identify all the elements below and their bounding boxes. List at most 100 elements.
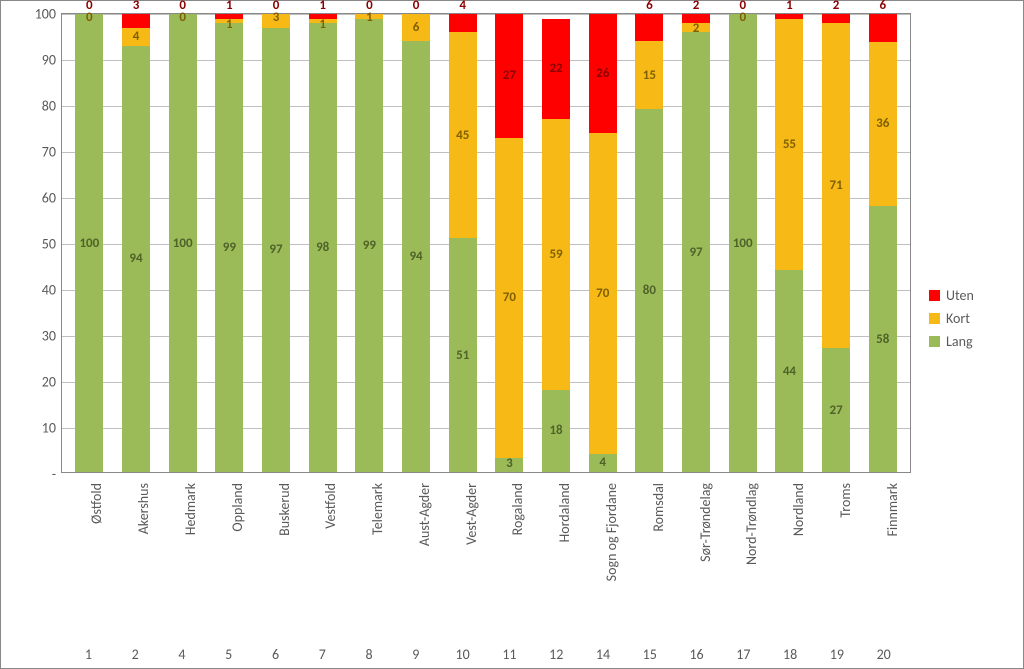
x-category-number: 15	[643, 646, 657, 663]
x-category-number: 16	[689, 646, 703, 663]
y-tick-label: 80	[42, 98, 56, 115]
x-category-number: 10	[456, 646, 470, 663]
legend-swatch	[929, 336, 940, 347]
bar-segment-uten: 4	[449, 14, 477, 32]
plot-area: -102030405060708090100 10000944310000991…	[61, 13, 911, 473]
legend-item-kort: Kort	[929, 310, 1009, 327]
bar-segment-lang: 99	[355, 19, 383, 472]
x-category-number: 2	[132, 646, 139, 663]
bar: 9730	[262, 14, 290, 472]
bar-segment-label: 0	[366, 0, 373, 13]
x-category-number: 7	[319, 646, 326, 663]
bar-slot: 9722	[673, 14, 720, 472]
bar-slot: 51 45 4	[439, 14, 486, 472]
x-slot: Hedmark4	[159, 479, 206, 629]
bar-segment-label: 6	[879, 0, 886, 13]
bar-segment-label: 6	[413, 20, 420, 35]
bar: 3 70 27	[495, 14, 523, 472]
bar: 9443	[122, 14, 150, 472]
bar-segment-uten: 1	[775, 14, 803, 19]
bar-segment-uten: 22	[542, 19, 570, 120]
bar-slot: 9730	[253, 14, 300, 472]
bar: 9460	[402, 14, 430, 472]
bar-slot: 18 59 22	[533, 14, 580, 472]
y-tick-label: 30	[42, 328, 56, 345]
bar-segment-uten: 27	[495, 14, 523, 138]
bar-slot: 10000	[159, 14, 206, 472]
bar-segment-label: 2	[693, 0, 700, 13]
bar-segment-lang: 100	[729, 14, 757, 472]
x-category-name: Oppland	[229, 483, 246, 532]
y-tick-label: 50	[42, 236, 56, 253]
bar: 58366	[869, 14, 897, 472]
bar-segment-label: 27	[829, 403, 842, 418]
x-category-name: Romsdal	[650, 483, 667, 532]
bar-segment-label: 80	[643, 283, 656, 298]
bar-segment-kort: 15	[635, 41, 663, 109]
bar-segment-label: 1	[226, 0, 233, 13]
bar-segment-label: 3	[506, 456, 513, 471]
bar-slot: 80156	[626, 14, 673, 472]
bar-segment-lang: 4	[589, 454, 617, 472]
bar-segment-lang: 27	[822, 348, 850, 472]
bar-segment-label: 15	[643, 68, 656, 83]
x-slot: Rogaland11	[486, 479, 533, 629]
bar-segment-uten: 1	[215, 14, 243, 19]
x-category-name: Rogaland	[509, 483, 526, 535]
x-category-name: Nordland	[790, 483, 807, 536]
x-category-name: Vest-Agder	[463, 483, 480, 545]
x-category-number: 17	[736, 646, 750, 663]
x-category-name: Troms	[837, 483, 854, 518]
bar-segment-label: 0	[86, 0, 93, 13]
bar-segment-label: 44	[783, 364, 796, 379]
bar-segment-label: 4	[459, 0, 466, 13]
bar-segment-label: 59	[549, 247, 562, 262]
bar-segment-kort: 59	[542, 119, 570, 389]
x-category-number: 19	[830, 646, 844, 663]
bar: 10000	[729, 14, 757, 472]
bar-segment-lang: 100	[169, 14, 197, 472]
bar: 10000	[75, 14, 103, 472]
bar-segment-label: 100	[733, 236, 753, 251]
bar: 47026	[589, 14, 617, 472]
x-slot: Oppland5	[205, 479, 252, 629]
bar-segment-uten: 6	[869, 14, 897, 41]
x-category-number: 18	[783, 646, 797, 663]
bar-segment-lang: 98	[309, 23, 337, 472]
bar-segment-kort: 70	[495, 138, 523, 459]
bar-segment-label: 26	[596, 66, 609, 81]
bar-segment-lang: 99	[215, 23, 243, 472]
x-category-name: Hordaland	[556, 483, 573, 543]
bar: 9910	[355, 14, 383, 472]
bar-segment-label: 70	[503, 290, 516, 305]
x-category-number: 20	[877, 646, 891, 663]
legend-swatch	[929, 290, 940, 301]
legend: UtenKortLang	[929, 281, 1009, 356]
bar: 10000	[169, 14, 197, 472]
bar-segment-label: 94	[409, 249, 422, 264]
bar-segment-kort: 1	[215, 19, 243, 24]
bar-segment-label: 97	[689, 245, 702, 260]
x-slot: Aust-Agder9	[392, 479, 439, 629]
bar-segment-lang: 51	[449, 238, 477, 472]
bar-segment-lang: 44	[775, 270, 803, 472]
bars: 1000094431000099119730981199109460514543…	[62, 14, 910, 472]
y-tick-label: 90	[42, 52, 56, 69]
bar-segment-label: 18	[549, 423, 562, 438]
bar: 18 59 22	[542, 14, 570, 472]
bar-segment-uten: 3	[122, 14, 150, 28]
bar-segment-lang: 3	[495, 458, 523, 472]
y-tick-label: 60	[42, 190, 56, 207]
x-slot: Troms19	[814, 479, 861, 629]
x-slot: Buskerud6	[252, 479, 299, 629]
x-category-number: 11	[502, 646, 516, 663]
legend-label: Kort	[946, 310, 970, 327]
legend-item-lang: Lang	[929, 333, 1009, 350]
bar-segment-kort: 1	[309, 19, 337, 24]
x-category-number: 9	[412, 646, 419, 663]
x-category-name: Telemark	[369, 483, 386, 535]
bar: 9722	[682, 14, 710, 472]
bar-slot: 10000	[719, 14, 766, 472]
bar-segment-label: 45	[456, 128, 469, 143]
bar-segment-label: 58	[876, 332, 889, 347]
